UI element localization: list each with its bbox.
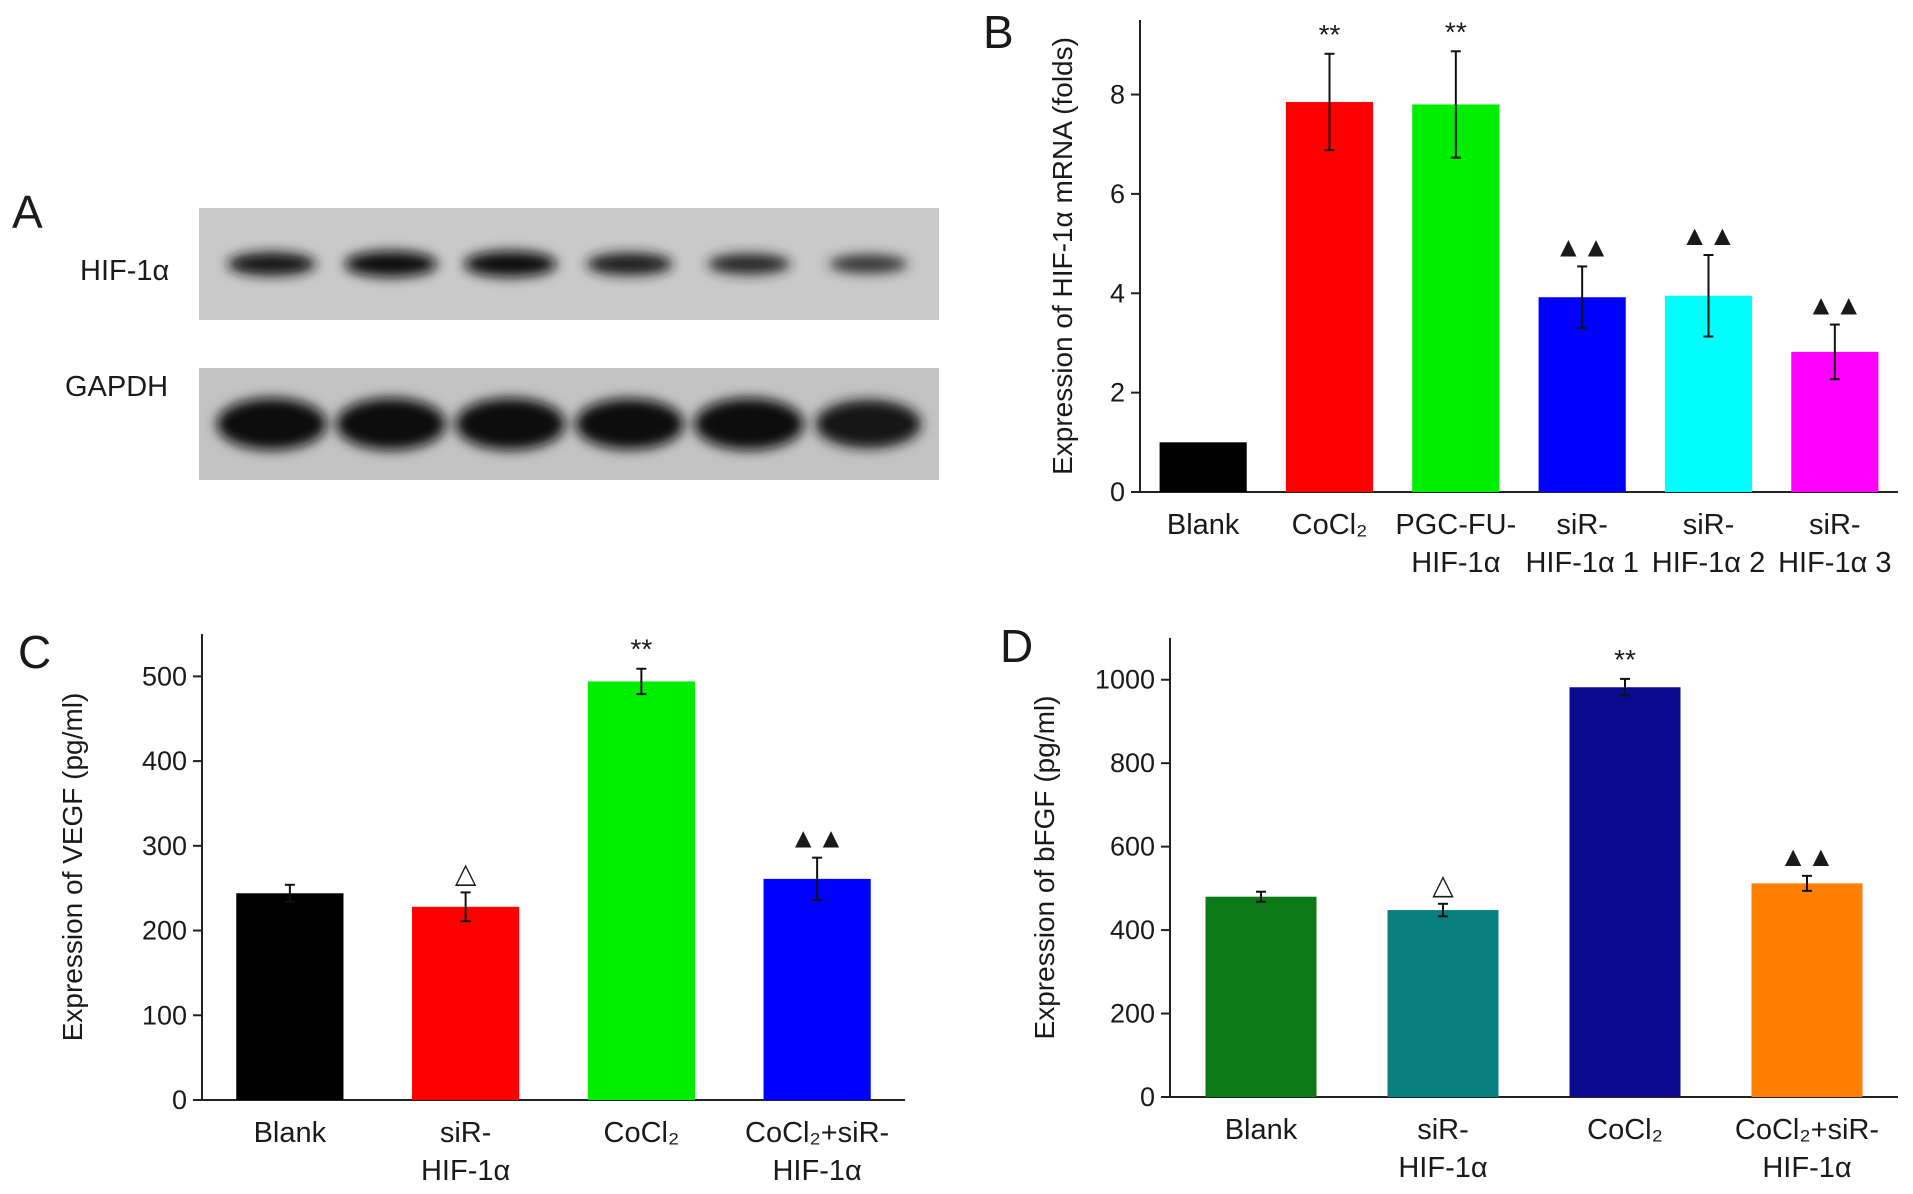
blot-band-hif-lane-2: [344, 251, 438, 277]
chart-b-error-bar-3: [1450, 50, 1461, 159]
chart-d-y-tick-label: 600: [1110, 832, 1155, 862]
chart-d-bar-1: [1205, 896, 1317, 1097]
chart-c-error-bar-4: [812, 856, 823, 902]
chart-c-error-bar-2: [460, 891, 471, 923]
chart-d-bfgf: 0 200 400 600 800 1000 Expression of bFGF (pg/…: [1029, 638, 1898, 1184]
blot-band-hif-lane-1: [227, 252, 316, 276]
chart-b-category-label-2: CoCl₂: [1292, 509, 1368, 541]
blot-band-hif-lane-6: [829, 254, 908, 274]
panel-letter-a: A: [12, 186, 43, 238]
chart-d-y-tick-label: 400: [1110, 915, 1155, 945]
chart-d-error-bar-1: [1256, 890, 1266, 903]
chart-c-category-label-2: siR-HIF-1α: [421, 1117, 510, 1187]
chart-b-y-tick-label: 8: [1110, 80, 1125, 110]
chart-b-category-label-4: siR-HIF-1α 1: [1525, 509, 1638, 579]
chart-d-y-tick-label: 0: [1140, 1082, 1155, 1112]
blot-band-hif-lane-3: [463, 251, 557, 277]
chart-b-category-label-6: siR-HIF-1α 3: [1778, 509, 1891, 579]
chart-c-bar-4: [763, 878, 871, 1100]
chart-b-sig-marker-4: ▲▲: [1554, 231, 1609, 262]
blot-band-gapdh-lane-5: [694, 398, 804, 450]
chart-d-sig-marker-4: ▲▲: [1779, 841, 1834, 872]
chart-c-bar-1: [236, 893, 344, 1100]
chart-c-sig-marker-4: ▲▲: [789, 823, 844, 854]
chart-b-category-label-1: Blank: [1167, 509, 1240, 541]
blot-band-gapdh-lane-1: [216, 398, 327, 450]
panel-letter-c: C: [18, 626, 51, 678]
chart-d-bar-4: [1751, 883, 1863, 1097]
blot-band-hif-lane-4: [586, 252, 673, 276]
western-blot: HIF-1α GAPDH: [65, 208, 939, 480]
chart-c-y-tick-label: 500: [142, 661, 187, 691]
chart-b-error-bar-4: [1577, 265, 1588, 330]
chart-b-y-tick-label: 2: [1110, 378, 1125, 408]
chart-d-category-label-1: Blank: [1225, 1114, 1298, 1146]
chart-b-error-bar-6: [1829, 323, 1840, 381]
blot-row-label-hif: HIF-1α: [80, 255, 169, 287]
chart-c-y-axis-label: Expression of VEGF (pg/ml): [57, 693, 88, 1042]
blot-band-hif-lane-5: [707, 253, 791, 275]
blot-band-gapdh-lane-6: [815, 399, 922, 449]
chart-d-y-axis-label: Expression of bFGF (pg/ml): [1029, 696, 1060, 1040]
chart-d-error-bar-4: [1802, 874, 1812, 892]
chart-b-category-label-5: siR-HIF-1α 2: [1652, 509, 1765, 579]
chart-b-category-label-3: PGC-FU-HIF-1α: [1395, 509, 1516, 579]
chart-d-category-label-4: CoCl₂+siR-HIF-1α: [1735, 1114, 1879, 1184]
chart-b-y-tick-label: 4: [1110, 278, 1125, 308]
blot-band-gapdh-lane-3: [455, 398, 566, 450]
chart-c-y-tick-label: 100: [142, 1000, 187, 1030]
chart-d-bar-3: [1569, 687, 1681, 1097]
blot-band-gapdh-lane-4: [575, 398, 684, 450]
chart-c-error-bar-3: [636, 667, 647, 696]
chart-b-bar-3: [1412, 104, 1500, 492]
chart-b-error-bar-5: [1703, 254, 1714, 338]
blot-membrane-hif: [199, 208, 939, 320]
chart-b-sig-marker-2: **: [1319, 19, 1341, 50]
blot-row-label-gapdh: GAPDH: [65, 371, 168, 403]
panel-letter-b: B: [983, 6, 1014, 58]
chart-d-y-tick-label: 800: [1110, 748, 1155, 778]
chart-d-sig-marker-3: **: [1614, 644, 1636, 675]
chart-d-category-label-2: siR-HIF-1α: [1398, 1114, 1487, 1184]
panel-letter-d: D: [1000, 620, 1033, 672]
chart-c-error-bar-1: [284, 883, 295, 903]
chart-c-sig-marker-2: △: [455, 857, 477, 888]
chart-c-y-tick-label: 400: [142, 746, 187, 776]
chart-d-category-label-3: CoCl₂: [1587, 1114, 1663, 1146]
chart-b-y-tick-label: 6: [1110, 179, 1125, 209]
chart-d-sig-marker-2: △: [1432, 869, 1454, 900]
chart-c-y-tick-label: 200: [142, 916, 187, 946]
chart-d-y-tick-label: 200: [1110, 999, 1155, 1029]
chart-c-sig-marker-3: **: [630, 634, 652, 665]
chart-d-error-bar-2: [1438, 902, 1448, 918]
chart-d-y-tick-label: 1000: [1095, 665, 1155, 695]
chart-d-error-bar-3: [1620, 677, 1630, 697]
chart-c-y-tick-label: 0: [172, 1085, 187, 1115]
chart-b-sig-marker-5: ▲▲: [1681, 220, 1736, 251]
chart-b-y-tick-label: 0: [1110, 477, 1125, 507]
chart-c-category-label-3: CoCl₂: [604, 1117, 680, 1149]
chart-b-bar-2: [1285, 101, 1374, 493]
chart-c-category-label-4: CoCl₂+siR-HIF-1α: [745, 1117, 889, 1187]
chart-c-bar-3: [587, 681, 695, 1100]
chart-b-sig-marker-6: ▲▲: [1807, 290, 1862, 321]
chart-b-y-axis-label: Expression of HIF-1α mRNA (folds): [1047, 37, 1078, 475]
blot-band-gapdh-lane-2: [336, 398, 446, 450]
chart-b-hif-mrna: 0 2 4 6 8 Expression of HIF-1α mRNA (folds) Bl…: [1047, 16, 1898, 579]
chart-b-error-bar-2: [1324, 52, 1335, 152]
chart-c-category-label-1: Blank: [254, 1117, 327, 1149]
chart-c-y-tick-label: 300: [142, 831, 187, 861]
chart-b-bar-1: [1159, 442, 1247, 492]
chart-c-bar-2: [412, 906, 520, 1100]
chart-c-vegf: 0 100 200 300 400 500 Expression of VEGF (pg/m…: [57, 634, 905, 1187]
chart-d-bar-2: [1387, 910, 1499, 1097]
chart-b-bar-4: [1538, 297, 1626, 492]
chart-b-sig-marker-3: **: [1445, 16, 1467, 47]
